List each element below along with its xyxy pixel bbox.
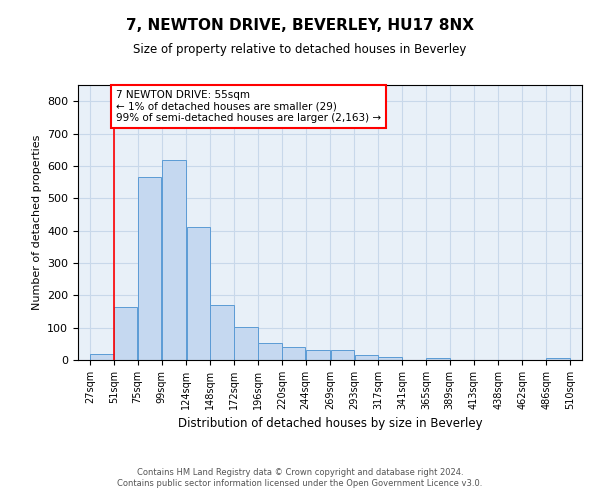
- Bar: [426, 358, 449, 360]
- Bar: [211, 305, 234, 360]
- Bar: [331, 350, 354, 360]
- Bar: [162, 160, 186, 360]
- Bar: [355, 355, 378, 360]
- Bar: [379, 357, 402, 360]
- Bar: [282, 347, 305, 360]
- X-axis label: Distribution of detached houses by size in Beverley: Distribution of detached houses by size …: [178, 418, 482, 430]
- Text: Size of property relative to detached houses in Beverley: Size of property relative to detached ho…: [133, 42, 467, 56]
- Text: 7, NEWTON DRIVE, BEVERLEY, HU17 8NX: 7, NEWTON DRIVE, BEVERLEY, HU17 8NX: [126, 18, 474, 32]
- Y-axis label: Number of detached properties: Number of detached properties: [32, 135, 41, 310]
- Bar: [187, 227, 210, 360]
- Bar: [258, 343, 281, 360]
- Bar: [547, 358, 570, 360]
- Bar: [90, 354, 113, 360]
- Bar: [114, 308, 137, 360]
- Bar: [138, 177, 161, 360]
- Text: 7 NEWTON DRIVE: 55sqm
← 1% of detached houses are smaller (29)
99% of semi-detac: 7 NEWTON DRIVE: 55sqm ← 1% of detached h…: [116, 90, 381, 123]
- Bar: [235, 328, 257, 360]
- Text: Contains HM Land Registry data © Crown copyright and database right 2024.
Contai: Contains HM Land Registry data © Crown c…: [118, 468, 482, 487]
- Bar: [306, 350, 330, 360]
